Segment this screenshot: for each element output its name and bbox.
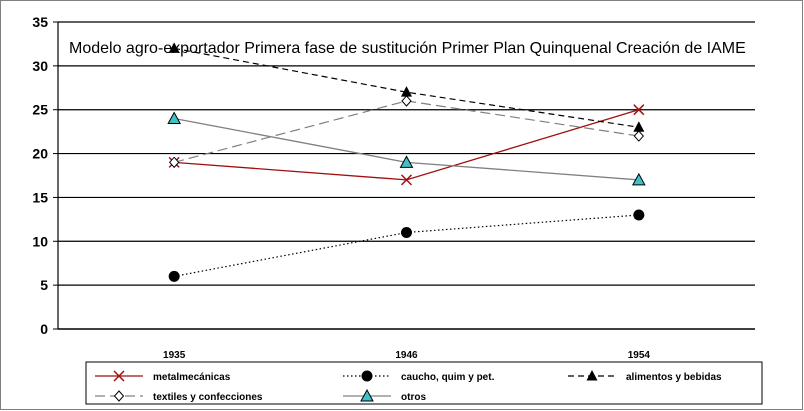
marker-stroke bbox=[633, 104, 645, 116]
x-tick-label: 1935 bbox=[163, 350, 186, 361]
data-point bbox=[633, 104, 645, 116]
series-line bbox=[174, 47, 639, 128]
data-point bbox=[401, 86, 412, 97]
legend-item: caucho, quim y pet. bbox=[343, 370, 495, 383]
series-line bbox=[174, 117, 639, 181]
legend-label: otros bbox=[401, 392, 426, 403]
legend-item: alimentos y bebidas bbox=[568, 370, 722, 383]
data-point bbox=[401, 227, 412, 239]
gridlines bbox=[58, 21, 755, 330]
y-tick-label: 30 bbox=[32, 58, 48, 74]
data-point bbox=[168, 42, 180, 53]
series-4 bbox=[167, 111, 646, 186]
legend-label: alimentos y bebidas bbox=[626, 372, 722, 383]
series-2 bbox=[168, 42, 645, 132]
data-point bbox=[401, 95, 412, 107]
legend-box bbox=[85, 361, 763, 405]
x-axis: 1935 1946 1954 bbox=[163, 350, 650, 361]
series-1 bbox=[168, 209, 645, 282]
data-point bbox=[633, 209, 645, 221]
data-point bbox=[168, 270, 180, 282]
x-tick-label: 1946 bbox=[395, 350, 418, 361]
legend-item: otros bbox=[343, 388, 426, 403]
y-tick-label: 0 bbox=[40, 321, 48, 337]
legend-label: metalmecánicas bbox=[153, 372, 231, 383]
y-axis: 0 5 10 15 20 25 30 35 bbox=[32, 14, 59, 337]
legend-marker bbox=[361, 370, 373, 382]
series-3 bbox=[168, 95, 645, 169]
legend-item: metalmecánicas bbox=[95, 370, 231, 383]
data-point bbox=[631, 172, 646, 186]
data-point bbox=[168, 156, 180, 169]
legend-marker bbox=[113, 390, 125, 402]
data-point bbox=[399, 155, 414, 168]
legend-label: caucho, quim y pet. bbox=[401, 372, 495, 383]
y-tick-label: 25 bbox=[32, 102, 48, 118]
y-tick-label: 20 bbox=[32, 146, 48, 162]
y-tick-label: 15 bbox=[32, 189, 48, 205]
legend-item: textiles y confecciones bbox=[95, 390, 263, 403]
legend-marker bbox=[113, 370, 125, 382]
series-group bbox=[167, 42, 646, 282]
y-tick-label: 10 bbox=[32, 233, 48, 249]
series-line bbox=[174, 214, 639, 277]
y-tick-label: 5 bbox=[40, 277, 48, 293]
data-point bbox=[167, 111, 182, 124]
y-tick-label: 35 bbox=[32, 14, 48, 30]
marker-stroke bbox=[400, 174, 413, 186]
data-point bbox=[633, 121, 645, 132]
legend-marker bbox=[586, 370, 598, 381]
legend-label: textiles y confecciones bbox=[153, 392, 263, 403]
x-tick-label: 1954 bbox=[628, 350, 651, 361]
marker-stroke bbox=[113, 370, 125, 382]
data-point bbox=[633, 130, 645, 142]
series-line bbox=[174, 109, 640, 181]
legend-marker bbox=[360, 388, 374, 402]
legend: metalmecánicas caucho, quim y pet. aliment… bbox=[85, 361, 763, 405]
chart-annotation: Modelo agro-exportador Primera fase de s… bbox=[69, 40, 746, 57]
data-point bbox=[400, 174, 413, 186]
